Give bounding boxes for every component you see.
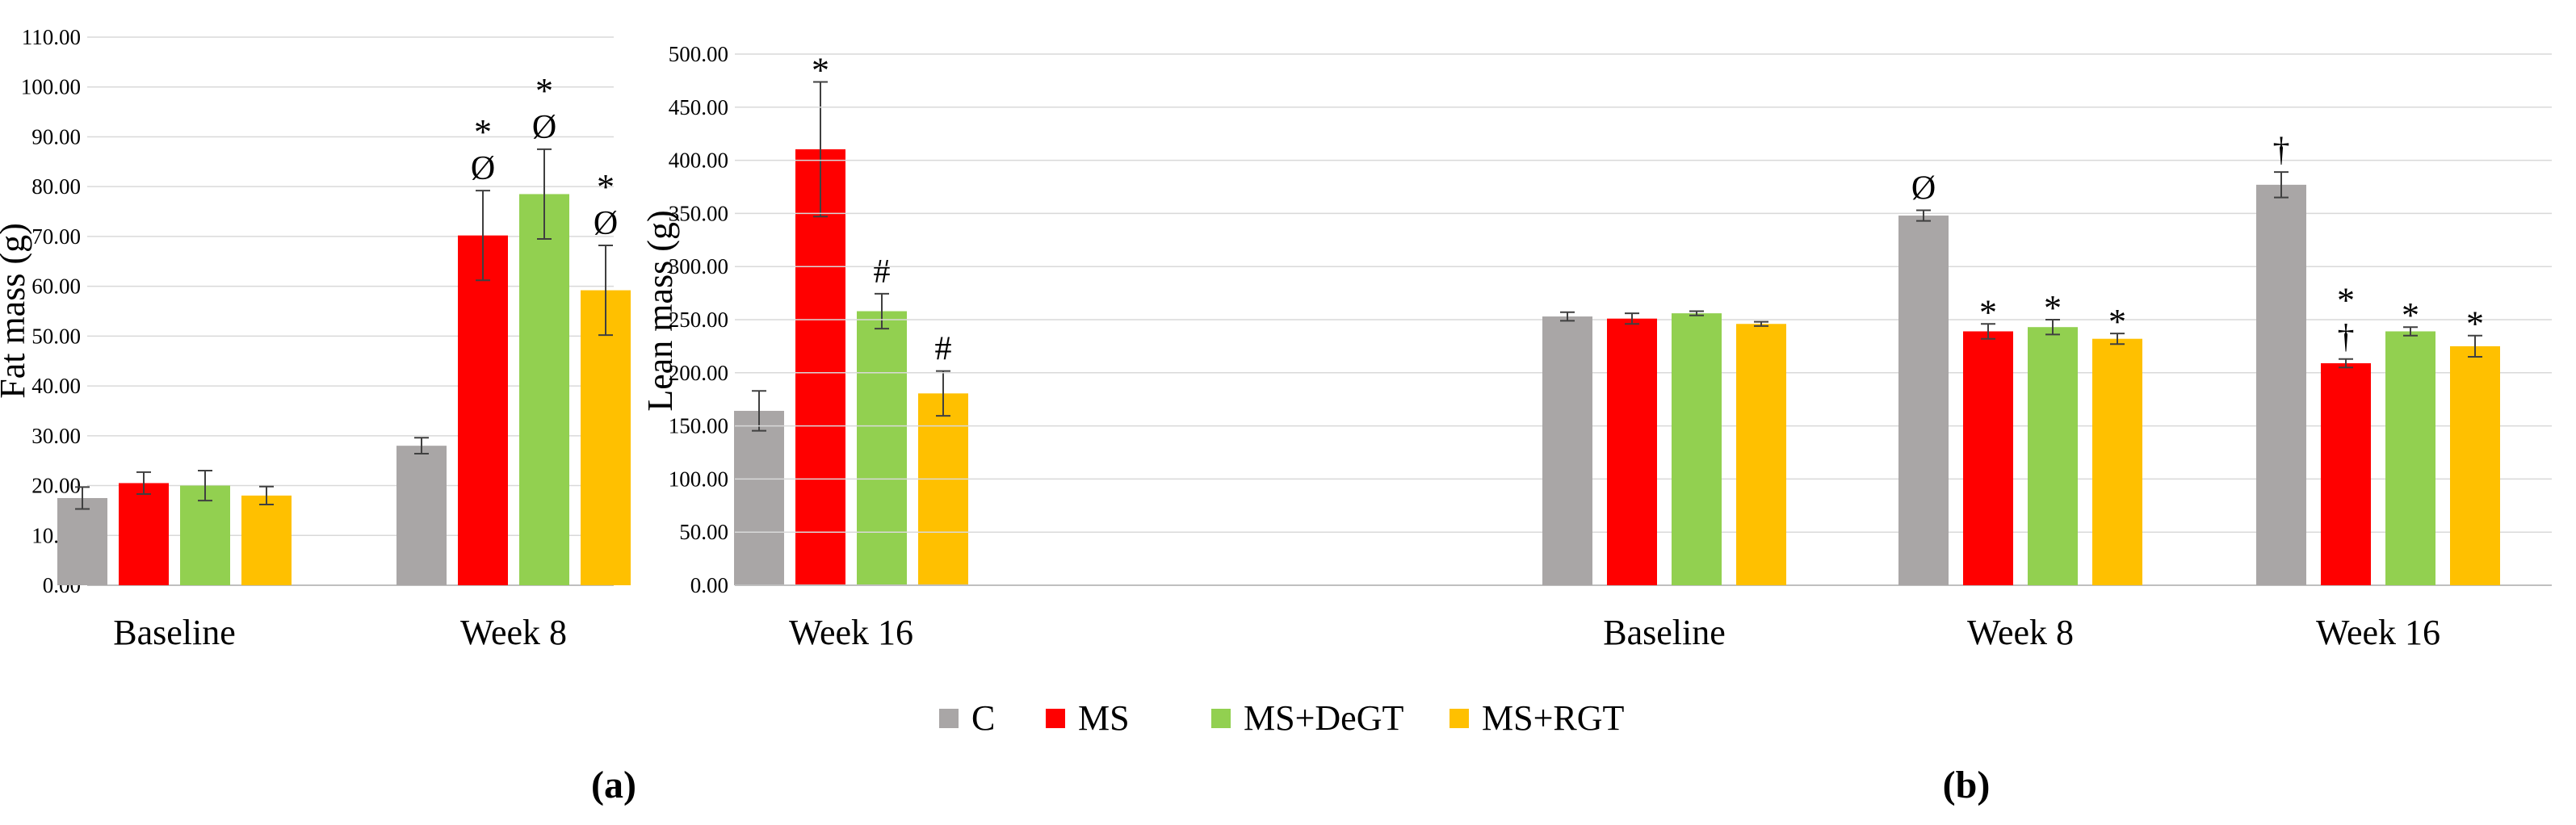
bar-a-c-0 [57, 497, 107, 585]
y-tick-label-a-8: 80.00 [31, 174, 81, 199]
annotation-a-2-1-0: * [535, 71, 553, 111]
annotation-b-0-2-0: † [2273, 132, 2290, 169]
bar-a-ms-2 [795, 149, 845, 586]
y-axis-label-a: Fat mass (g) [0, 223, 32, 399]
bar-a-c-2 [734, 410, 784, 585]
annotation-b-3-1-0: * [2108, 302, 2126, 341]
bar-b-ms-degt-0 [1672, 313, 1722, 585]
annotation-b-1-2-1: † [2338, 319, 2355, 356]
annotation-b-1-1-0: * [1979, 292, 1997, 332]
annotation-a-3-1-0: * [597, 167, 615, 207]
bar-b-c-1 [1898, 216, 1949, 585]
bar-a-ms-rgt-0 [241, 495, 292, 585]
y-tick-label-b-9: 450.00 [669, 95, 728, 119]
legend-label-0: C [971, 698, 995, 738]
y-tick-label-b-1: 50.00 [679, 520, 728, 544]
bar-a-ms-degt-2 [857, 311, 907, 585]
annotation-b-2-2-0: * [2402, 295, 2419, 335]
y-tick-label-b-6: 300.00 [669, 254, 728, 278]
chart-panel-a: 0.0010.0020.0030.0040.0050.0060.0070.008… [0, 25, 968, 652]
y-tick-label-b-8: 400.00 [669, 149, 728, 173]
x-category-label-a-1: Week 8 [460, 613, 567, 652]
bar-b-c-2 [2256, 184, 2306, 586]
y-tick-label-a-6: 60.00 [31, 274, 81, 299]
y-tick-label-a-7: 70.00 [31, 224, 81, 249]
y-tick-label-b-3: 150.00 [669, 414, 728, 438]
x-category-label-a-2: Week 16 [789, 613, 913, 652]
annotation-a-3-2-0: # [935, 331, 952, 368]
annotation-a-2-2-0: # [874, 253, 891, 291]
legend-swatch-1 [1046, 709, 1065, 728]
bar-a-ms-rgt-2 [918, 393, 968, 585]
y-tick-label-b-10: 500.00 [669, 42, 728, 66]
y-tick-label-b-4: 200.00 [669, 361, 728, 385]
bar-b-ms-degt-1 [2028, 327, 2078, 585]
bar-a-ms-0 [119, 483, 169, 585]
y-tick-label-a-3: 30.00 [31, 424, 81, 448]
y-tick-label-a-10: 100.00 [21, 75, 81, 99]
legend-label-3: MS+RGT [1482, 698, 1625, 738]
y-tick-label-a-5: 50.00 [31, 324, 81, 348]
y-tick-label-b-0: 0.00 [690, 573, 728, 597]
y-tick-label-a-9: 90.00 [31, 124, 81, 149]
y-tick-label-b-5: 250.00 [669, 308, 728, 332]
annotation-b-3-2-0: * [2466, 304, 2484, 344]
bar-b-ms-1 [1963, 331, 2013, 585]
legend-label-1: MS [1078, 698, 1130, 738]
bar-b-c-0 [1542, 316, 1592, 585]
bar-b-ms-0 [1607, 318, 1657, 585]
panel-label-a: (a) [591, 764, 636, 806]
legend-swatch-3 [1450, 709, 1469, 728]
y-tick-label-b-7: 350.00 [669, 201, 728, 225]
bar-a-ms-degt-0 [180, 485, 230, 585]
x-category-label-b-0: Baseline [1603, 613, 1726, 652]
bar-a-c-1 [396, 446, 447, 585]
bar-a-ms-rgt-1 [581, 290, 631, 585]
x-category-label-b-1: Week 8 [1967, 613, 2074, 652]
bar-b-ms-rgt-1 [2092, 338, 2142, 585]
annotation-a-1-1-1: Ø [471, 150, 495, 187]
annotation-b-2-1-0: * [2044, 288, 2062, 328]
x-category-label-a-0: Baseline [113, 613, 236, 652]
bar-b-ms-degt-2 [2385, 331, 2435, 585]
y-tick-label-b-2: 100.00 [669, 467, 728, 491]
y-tick-label-a-11: 110.00 [22, 25, 81, 49]
annotation-a-1-2-0: * [812, 51, 829, 90]
x-category-label-b-2: Week 16 [2316, 613, 2440, 652]
bar-b-ms-rgt-0 [1736, 324, 1786, 585]
legend-swatch-2 [1211, 709, 1231, 728]
bar-a-ms-degt-1 [519, 194, 569, 585]
chart-panel-b: 0.00 50.00 100.00 150.00 200.00 250.00 300.00 3… [640, 42, 2552, 652]
y-tick-label-a-4: 40.00 [31, 374, 81, 398]
bar-b-ms-2 [2321, 362, 2371, 585]
annotation-a-3-1-1: Ø [594, 205, 618, 242]
bar-a-ms-1 [458, 235, 508, 585]
legend-swatch-0 [939, 709, 959, 728]
annotation-b-1-2-0: * [2337, 281, 2355, 320]
annotation-a-1-1-0: * [474, 112, 492, 152]
annotation-b-0-1-0: Ø [1911, 170, 1936, 207]
legend-label-2: MS+DeGT [1244, 698, 1403, 738]
bar-b-ms-rgt-2 [2450, 345, 2500, 585]
y-tick-label-a-2: 20.00 [31, 474, 81, 498]
annotation-a-2-1-1: Ø [532, 109, 556, 146]
panel-label-b: (b) [1943, 764, 1991, 806]
y-axis-label-b: Lean mass (g) [640, 210, 680, 411]
legend: C MS MS+DeGT MS+RGT [939, 698, 1625, 738]
